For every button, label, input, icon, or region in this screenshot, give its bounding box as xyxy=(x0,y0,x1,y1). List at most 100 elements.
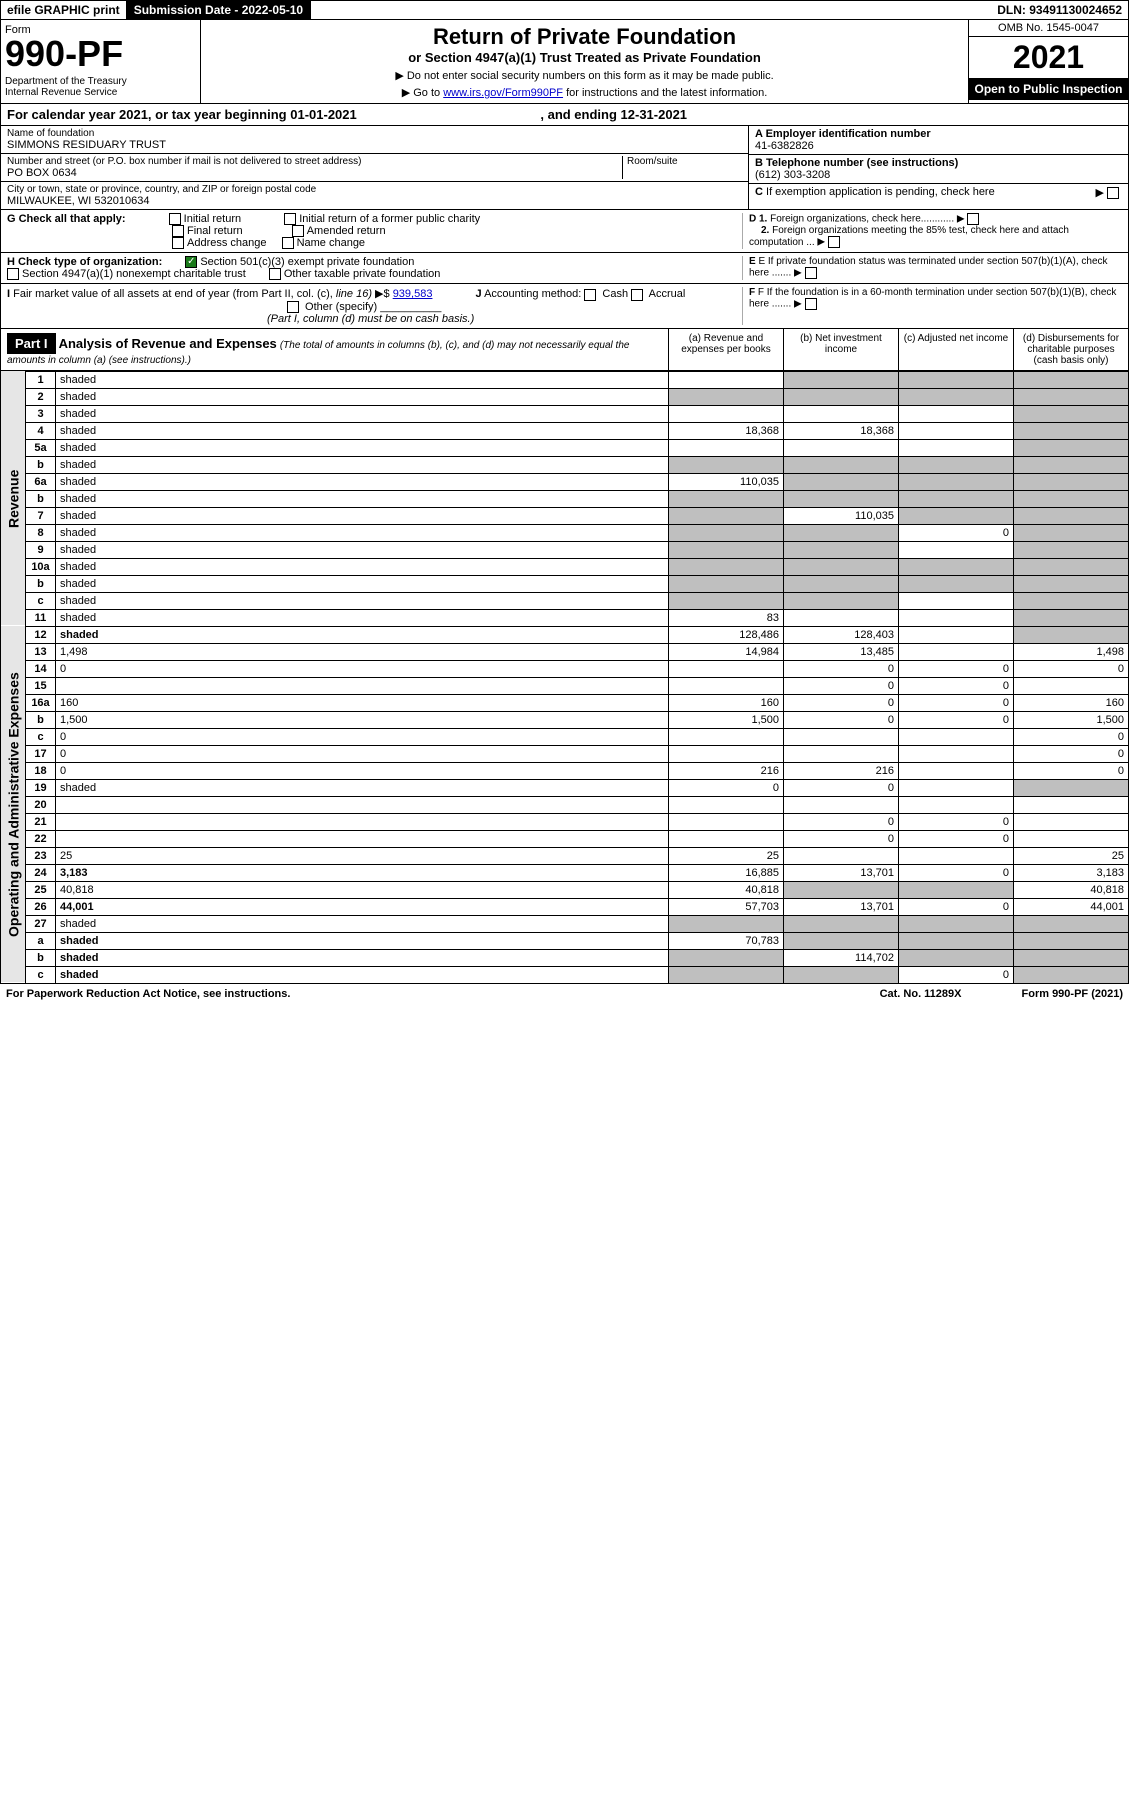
cell-c xyxy=(899,779,1014,796)
cell-b: 13,485 xyxy=(784,643,899,660)
check-initial[interactable] xyxy=(169,213,181,225)
line-number: 12 xyxy=(26,626,56,643)
cell-b xyxy=(784,915,899,932)
cell-a xyxy=(669,796,784,813)
line-number: b xyxy=(26,490,56,507)
table-row: cshaded xyxy=(1,592,1129,609)
line-description: 25 xyxy=(56,847,669,864)
line-number: 10a xyxy=(26,558,56,575)
open-inspection: Open to Public Inspection xyxy=(969,78,1128,100)
line-number: 2 xyxy=(26,388,56,405)
line-description: 3,183 xyxy=(56,864,669,881)
cell-a xyxy=(669,966,784,983)
cell-c xyxy=(899,371,1014,388)
check-4947[interactable] xyxy=(7,268,19,280)
omb: OMB No. 1545-0047 xyxy=(969,20,1128,37)
table-row: 3shaded xyxy=(1,405,1129,422)
line-description: shaded xyxy=(56,541,669,558)
cell-b xyxy=(784,932,899,949)
cell-a xyxy=(669,524,784,541)
line-description: shaded xyxy=(56,524,669,541)
cell-b xyxy=(784,796,899,813)
cell-b xyxy=(784,541,899,558)
cell-c xyxy=(899,456,1014,473)
cell-a xyxy=(669,575,784,592)
line-number: 9 xyxy=(26,541,56,558)
dln: DLN: 93491130024652 xyxy=(991,1,1128,19)
cell-c xyxy=(899,745,1014,762)
cell-d: 1,500 xyxy=(1014,711,1129,728)
check-501c3[interactable] xyxy=(185,256,197,268)
check-initial-former[interactable] xyxy=(284,213,296,225)
cell-d xyxy=(1014,592,1129,609)
cell-b: 114,702 xyxy=(784,949,899,966)
cell-c xyxy=(899,490,1014,507)
line-description: shaded xyxy=(56,371,669,388)
line-number: 22 xyxy=(26,830,56,847)
line-description: 1,498 xyxy=(56,643,669,660)
line-description xyxy=(56,813,669,830)
check-d2[interactable] xyxy=(828,236,840,248)
check-ij: I Fair market value of all assets at end… xyxy=(7,287,742,324)
cell-c: 0 xyxy=(899,813,1014,830)
cell-c xyxy=(899,405,1014,422)
check-e: E E If private foundation status was ter… xyxy=(742,256,1122,280)
irs-link[interactable]: www.irs.gov/Form990PF xyxy=(443,87,563,99)
table-row: 1500 xyxy=(1,677,1129,694)
cell-d: 0 xyxy=(1014,728,1129,745)
table-row: bshaded114,702 xyxy=(1,949,1129,966)
cell-a xyxy=(669,745,784,762)
cell-d xyxy=(1014,779,1129,796)
dept: Department of the TreasuryInternal Reven… xyxy=(5,76,196,98)
cell-b xyxy=(784,490,899,507)
check-address[interactable] xyxy=(172,237,184,249)
line-number: c xyxy=(26,966,56,983)
cell-b xyxy=(784,745,899,762)
cell-d xyxy=(1014,405,1129,422)
check-final[interactable] xyxy=(172,225,184,237)
table-row: 2100 xyxy=(1,813,1129,830)
table-row: 7shaded110,035 xyxy=(1,507,1129,524)
cell-b xyxy=(784,575,899,592)
line-number: c xyxy=(26,728,56,745)
cell-c xyxy=(899,643,1014,660)
cell-d xyxy=(1014,966,1129,983)
check-cash[interactable] xyxy=(584,289,596,301)
cell-a: 160 xyxy=(669,694,784,711)
check-amended[interactable] xyxy=(292,225,304,237)
line-number: 14 xyxy=(26,660,56,677)
cell-d xyxy=(1014,915,1129,932)
check-f-box[interactable] xyxy=(805,298,817,310)
cell-b: 0 xyxy=(784,677,899,694)
check-e-box[interactable] xyxy=(805,267,817,279)
check-name[interactable] xyxy=(282,237,294,249)
line-description: shaded xyxy=(56,388,669,405)
cell-a xyxy=(669,915,784,932)
cell-a: 57,703 xyxy=(669,898,784,915)
table-row: b1,5001,500001,500 xyxy=(1,711,1129,728)
table-row: c00 xyxy=(1,728,1129,745)
check-other-tax[interactable] xyxy=(269,268,281,280)
efile-label: efile GRAPHIC print xyxy=(1,1,126,19)
cell-a: 70,783 xyxy=(669,932,784,949)
check-accrual[interactable] xyxy=(631,289,643,301)
line-description: shaded xyxy=(56,405,669,422)
check-c[interactable] xyxy=(1107,187,1119,199)
cell-b: 0 xyxy=(784,813,899,830)
header-left: Form 990-PF Department of the TreasuryIn… xyxy=(1,20,201,103)
line-number: 6a xyxy=(26,473,56,490)
line-description: shaded xyxy=(56,915,669,932)
cell-b: 0 xyxy=(784,694,899,711)
line-description: 1,500 xyxy=(56,711,669,728)
cell-b xyxy=(784,524,899,541)
cell-a xyxy=(669,660,784,677)
check-d1[interactable] xyxy=(967,213,979,225)
cell-a xyxy=(669,405,784,422)
cell-d: 1,498 xyxy=(1014,643,1129,660)
table-row: 2540,81840,81840,818 xyxy=(1,881,1129,898)
check-other-method[interactable] xyxy=(287,301,299,313)
form-header: Form 990-PF Department of the TreasuryIn… xyxy=(0,20,1129,104)
fmv-link[interactable]: 939,583 xyxy=(393,288,433,300)
cell-c xyxy=(899,626,1014,643)
table-row: 19shaded00 xyxy=(1,779,1129,796)
